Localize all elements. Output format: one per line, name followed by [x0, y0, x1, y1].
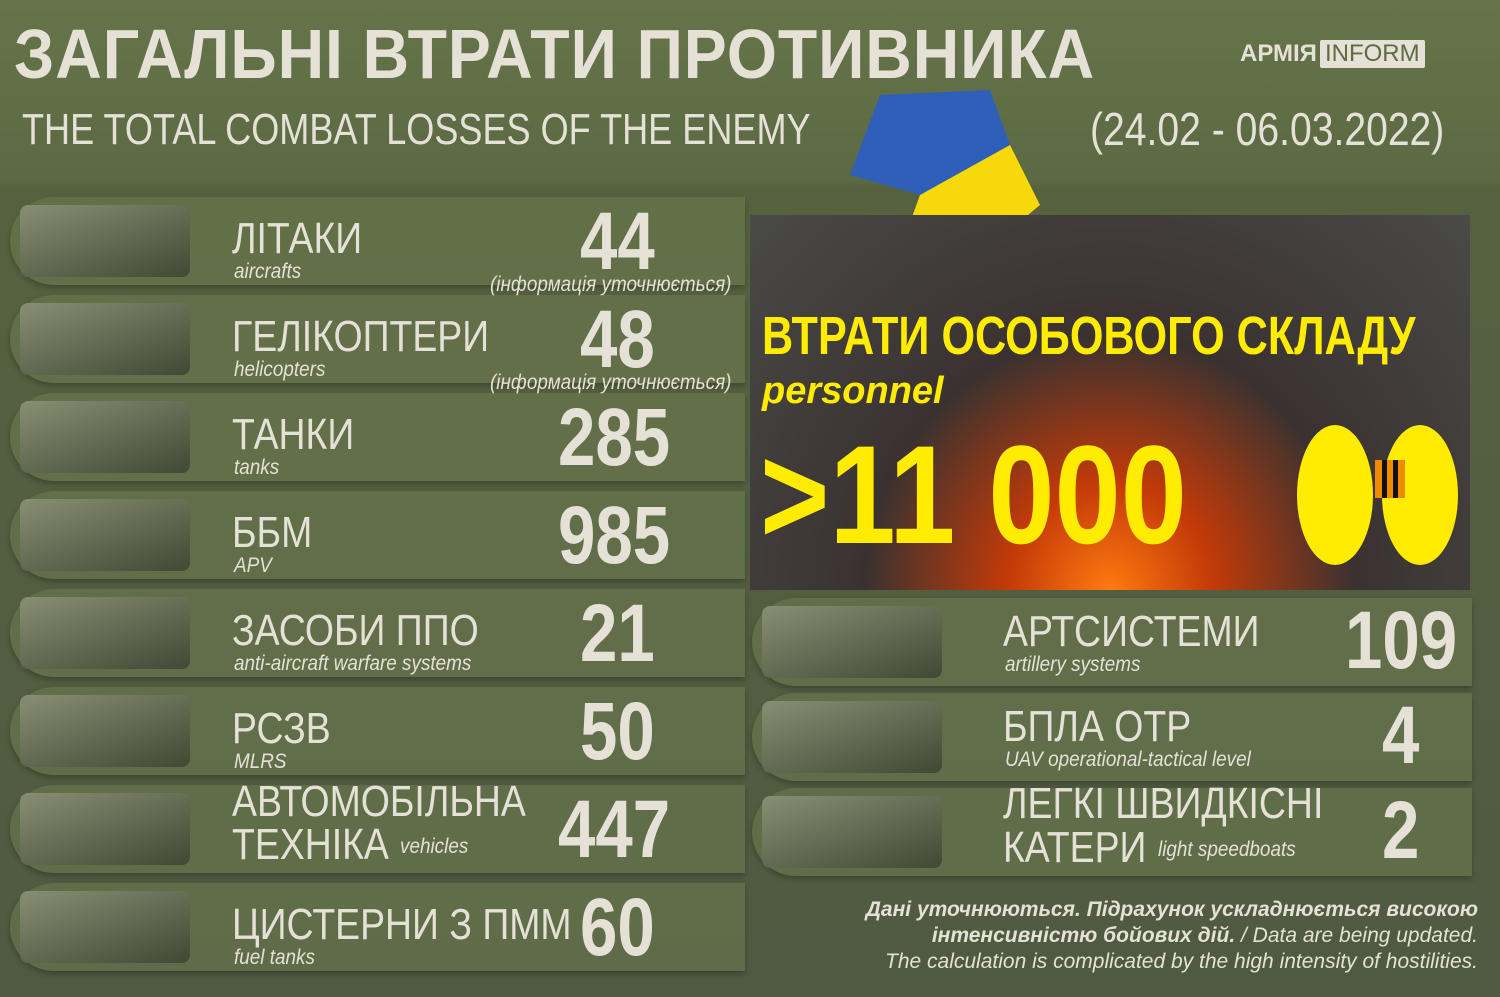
- item-value: 4: [1382, 690, 1420, 781]
- item-label-en: aircrafts: [234, 260, 302, 283]
- date-range: (24.02 - 06.03.2022): [1090, 103, 1445, 155]
- loss-row: [752, 598, 1472, 686]
- loss-row: [10, 197, 745, 285]
- footer-note: Дані уточнюються. Підрахунок ускладнюєть…: [866, 897, 1478, 975]
- tank-image: [20, 401, 190, 473]
- item-value: 60: [580, 882, 655, 973]
- item-value: 21: [580, 588, 655, 679]
- item-label-ua: АРТСИСТЕМИ: [1003, 607, 1260, 656]
- item-value: 447: [558, 784, 671, 875]
- personnel-value: >11 000: [760, 416, 1187, 573]
- item-label-en: MLRS: [234, 750, 287, 773]
- item-label-en: light speedboats: [1158, 838, 1296, 861]
- apv-image: [20, 499, 190, 571]
- loss-row: [752, 788, 1472, 876]
- item-label-ua: РСЗВ: [232, 704, 331, 753]
- item-label-ua: ЛЕГКІ ШВИДКІСНІ: [1003, 779, 1324, 828]
- item-label-ua: ЛІТАКИ: [232, 214, 363, 263]
- item-label-en: tanks: [234, 456, 280, 479]
- footer-line1: Дані уточнюються. Підрахунок ускладнюєть…: [865, 898, 1478, 921]
- item-note: (інформація уточнюється): [490, 273, 732, 296]
- item-value: 44: [580, 196, 655, 287]
- item-label-ua: ТАНКИ: [232, 410, 355, 459]
- item-label-ua: АВТОМОБІЛЬНА: [232, 777, 526, 826]
- item-label-en: vehicles: [400, 835, 469, 858]
- logo: АРМІЯ INFORM: [1240, 40, 1425, 68]
- item-label-en: APV: [234, 554, 272, 577]
- item-label-en: anti-aircraft warfare systems: [234, 652, 472, 675]
- item-label-en: helicopters: [234, 358, 326, 381]
- item-label-ua: ЗАСОБИ ППО: [232, 606, 479, 655]
- item-label-ua: КАТЕРИ: [1003, 823, 1147, 872]
- footprints-icon: [1297, 425, 1458, 565]
- footer-line3: The calculation is complicated by the hi…: [885, 950, 1478, 973]
- item-value: 985: [558, 490, 671, 581]
- mlrs-image: [20, 695, 190, 767]
- loss-row: [10, 687, 745, 775]
- uav-image: [762, 701, 942, 773]
- personnel-title: ВТРАТИ ОСОБОВОГО СКЛАДУ: [762, 306, 1416, 366]
- item-label-ua: БПЛА ОТР: [1003, 702, 1192, 751]
- item-value: 50: [580, 686, 655, 777]
- item-label-en: fuel tanks: [234, 946, 315, 969]
- boat-image: [762, 796, 942, 868]
- aircraft-image: [20, 205, 190, 277]
- helicopter-image: [20, 303, 190, 375]
- item-value: 2: [1382, 785, 1420, 876]
- item-label-ua: ГЕЛІКОПТЕРИ: [232, 312, 490, 361]
- personnel-subtitle: personnel: [762, 370, 944, 412]
- item-value: 48: [580, 294, 655, 385]
- air-defense-image: [20, 597, 190, 669]
- loss-row: [752, 693, 1472, 781]
- loss-row: [10, 393, 745, 481]
- item-label-ua: ББМ: [232, 508, 313, 557]
- logo-part2: INFORM: [1319, 40, 1425, 68]
- footer-line2: / Data are being updated.: [1235, 924, 1478, 947]
- item-value: 285: [558, 392, 671, 483]
- loss-row: [10, 491, 745, 579]
- item-label-ua: ТЕХНІКА: [232, 820, 389, 869]
- fuel-truck-image: [20, 891, 190, 963]
- item-label-en: UAV operational-tactical level: [1005, 748, 1251, 771]
- item-note: (інформація уточнюється): [490, 371, 732, 394]
- loss-row: [10, 295, 745, 383]
- page-title: ЗАГАЛЬНІ ВТРАТИ ПРОТИВНИКА: [14, 15, 1096, 93]
- logo-part1: АРМІЯ: [1240, 40, 1317, 67]
- truck-image: [20, 793, 190, 865]
- item-label-ua: ЦИСТЕРНИ З ПММ: [232, 900, 572, 949]
- item-value: 109: [1345, 595, 1458, 686]
- page-subtitle: THE TOTAL COMBAT LOSSES OF THE ENEMY: [22, 105, 811, 154]
- loss-row: [10, 883, 745, 971]
- item-label-en: artillery systems: [1005, 653, 1141, 676]
- artillery-image: [762, 606, 942, 678]
- footer-line2-bold: інтенсивністю бойових дій.: [931, 924, 1236, 947]
- loss-row: [10, 589, 745, 677]
- loss-row: [10, 785, 745, 873]
